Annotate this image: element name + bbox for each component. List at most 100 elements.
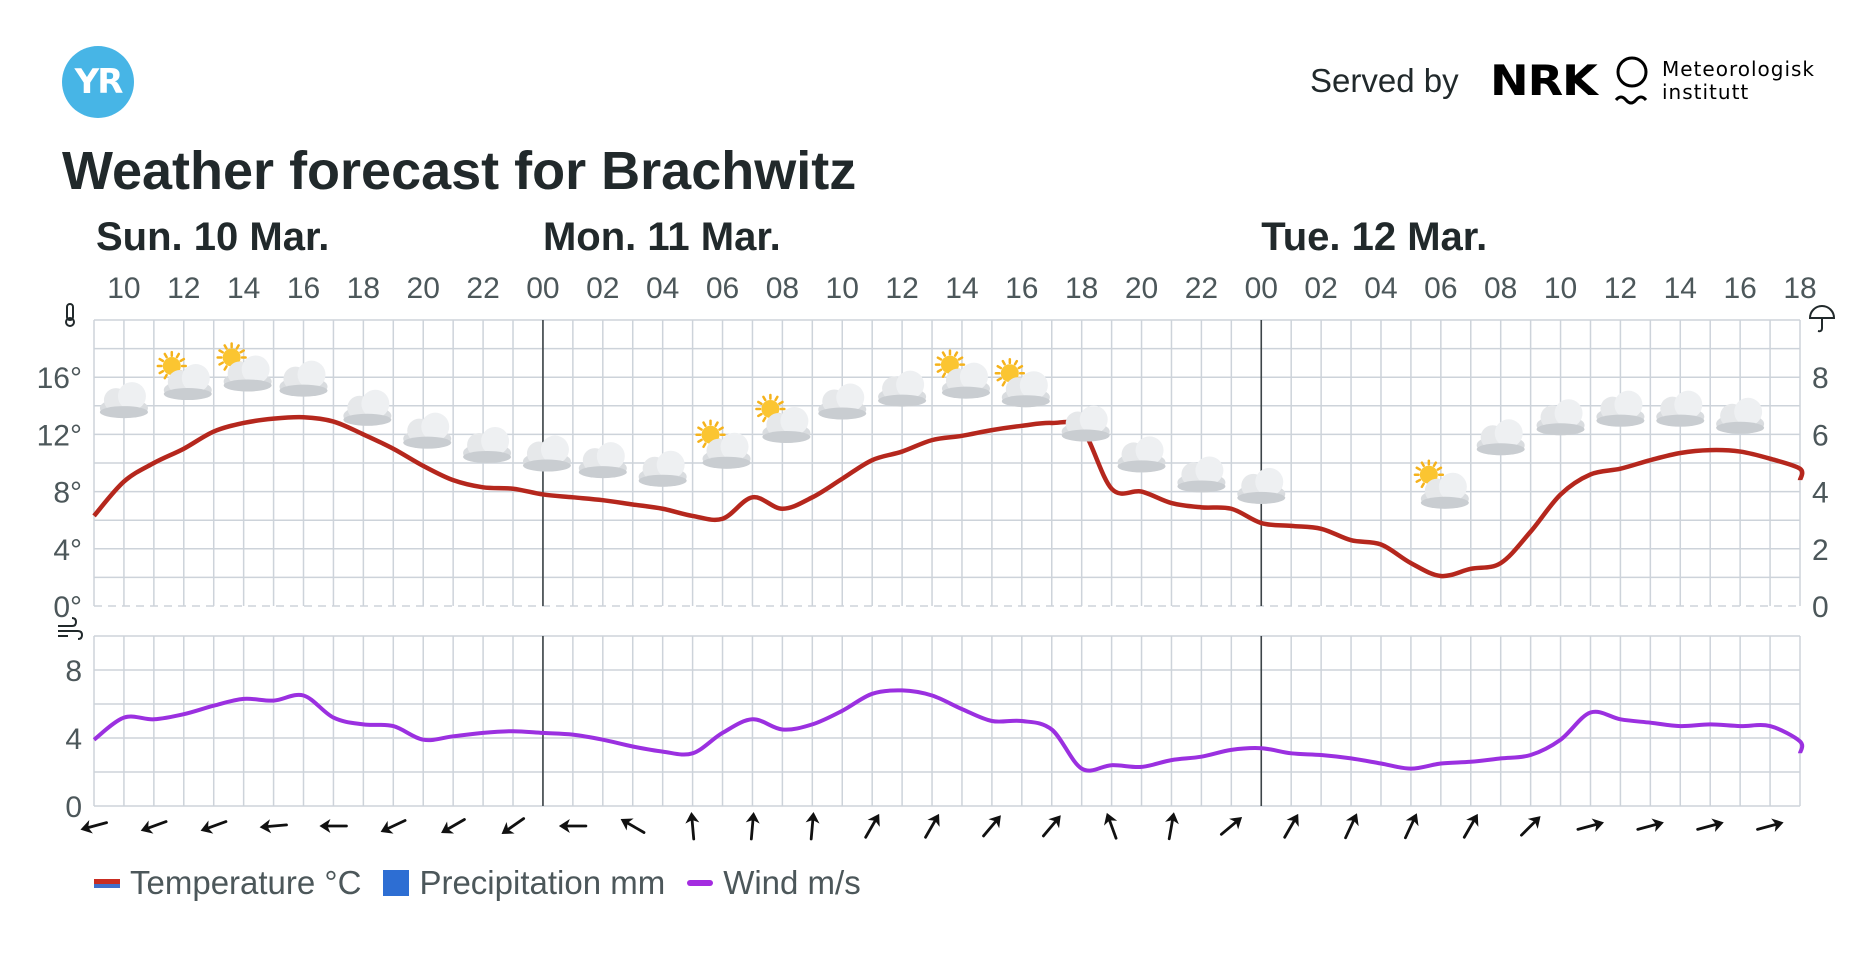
cloud-shadow: [1237, 491, 1286, 504]
cloud-shadow: [941, 386, 990, 399]
cloud-puff: [1195, 456, 1224, 485]
umbrella-icon: [1808, 305, 1836, 333]
cloud-puff: [780, 406, 809, 435]
cloud-puff: [720, 432, 749, 461]
sun-ray: [941, 372, 947, 378]
sun-ray: [179, 357, 186, 363]
arrow-head: [1165, 812, 1179, 825]
moon-crescent: [523, 428, 533, 447]
cloud-shape: [638, 450, 687, 487]
sun-core: [940, 355, 959, 374]
umbrella-canopy: [1808, 305, 1836, 319]
cloud-shape: [343, 389, 392, 426]
legend-label-precipitation: Precipitation mm: [419, 864, 666, 901]
legend-item-wind: Wind m/s: [687, 864, 861, 902]
cloud-shape: [163, 364, 212, 401]
cloud-puff: [361, 389, 390, 418]
cloud-shape: [1117, 436, 1166, 473]
arrow-head: [988, 815, 1001, 829]
sun-ray: [996, 364, 1003, 370]
wind-direction-arrow-icon: [80, 820, 108, 834]
hour-tick-label: 02: [586, 272, 619, 305]
moon-crescent: [404, 405, 414, 424]
cloud-shape: [578, 442, 627, 479]
temperature-tick-label: 8°: [53, 477, 82, 510]
wind-direction-arrow-icon: [259, 819, 288, 834]
hour-tick-label: 00: [1245, 272, 1278, 305]
cloud-shape: [1716, 397, 1765, 434]
hour-tick-label: 04: [1364, 272, 1397, 305]
sun-ray: [702, 421, 707, 427]
arrow-head: [558, 819, 570, 833]
wind-direction-arrow-icon: [1756, 818, 1784, 832]
cloud-shape: [99, 382, 148, 419]
sun-shape: [994, 358, 1026, 389]
cloudy-icon: [1536, 399, 1585, 436]
thermometer-stem: [66, 303, 74, 321]
sun-core: [1419, 465, 1438, 484]
arrow-head: [1405, 813, 1419, 827]
cloud-shadow: [1001, 395, 1050, 408]
wind-direction-arrow-icon: [620, 818, 646, 834]
cloudy-icon: [99, 382, 148, 419]
cloud-shape: [279, 360, 328, 397]
wind-direction-arrow-icon: [558, 819, 588, 833]
sun-ray: [1420, 482, 1425, 489]
sun-ray: [163, 352, 168, 359]
cloud-shadow: [1420, 496, 1469, 509]
wind-direction-arrow-icon: [1576, 818, 1605, 832]
cloud-shadow: [818, 407, 867, 420]
cloud-shadow: [1117, 460, 1166, 473]
cloud-puff: [1494, 419, 1523, 448]
hour-tick-label: 12: [167, 272, 200, 305]
sun-ray: [223, 365, 228, 371]
temperature-tick-label: 4°: [53, 534, 82, 567]
sun-ray: [941, 351, 947, 357]
arrow-head: [1651, 818, 1664, 832]
cloud-shape: [1177, 456, 1226, 493]
sun-ray: [702, 442, 707, 449]
cloudy-icon: [279, 360, 328, 397]
hour-tick-label: 10: [1544, 272, 1577, 305]
served-by-label: Served by: [1310, 62, 1459, 99]
cloud-shadow: [99, 406, 148, 419]
sun-ray: [1415, 478, 1422, 483]
hour-tick-label: 14: [1664, 272, 1697, 305]
arrow-head: [1048, 815, 1061, 829]
legend-label-temperature: Temperature °C: [130, 864, 362, 901]
met-logo-icon: [1614, 56, 1648, 105]
wind-icon-strokes: [58, 617, 84, 640]
wind-direction-arrow-icon: [380, 819, 407, 834]
met-logo-text: Meteorologisk institutt: [1662, 58, 1815, 104]
cloud-shape: [941, 362, 990, 399]
arrow-head: [1286, 813, 1299, 827]
cloud-puff: [481, 426, 510, 455]
arrow-head: [441, 821, 455, 834]
moon-shape: [523, 428, 533, 447]
cloud-puff: [540, 435, 569, 464]
sun-ray: [774, 395, 779, 402]
wind-direction-arrows: [80, 812, 1784, 841]
cloud-shape: [1536, 399, 1585, 436]
cloud-shadow: [1656, 414, 1705, 427]
partly-cloudy-day-icon: [1413, 459, 1469, 509]
thermometer-bulb: [65, 317, 75, 327]
cloud-shadow: [702, 456, 751, 469]
cloud-puff: [181, 364, 210, 393]
cloudy-icon: [1476, 419, 1525, 456]
yr-logo: YR: [62, 46, 134, 118]
cloud-shadow: [638, 474, 687, 487]
cloud-puff: [1438, 472, 1467, 501]
cloud-puff: [1734, 397, 1763, 426]
cloud-shape: [818, 383, 867, 420]
sun-ray: [158, 369, 165, 375]
cloudy-icon: [1596, 390, 1645, 427]
cloud-puff: [656, 450, 685, 479]
wind-direction-arrow-icon: [441, 818, 466, 834]
cloud-shadow: [279, 384, 328, 397]
moon-shape: [344, 382, 354, 401]
hour-tick-label: 14: [227, 272, 260, 305]
wind-direction-arrow-icon: [1219, 817, 1243, 836]
day-label: Tue. 12 Mar.: [1261, 215, 1487, 259]
cloud-shadow: [1596, 414, 1645, 427]
